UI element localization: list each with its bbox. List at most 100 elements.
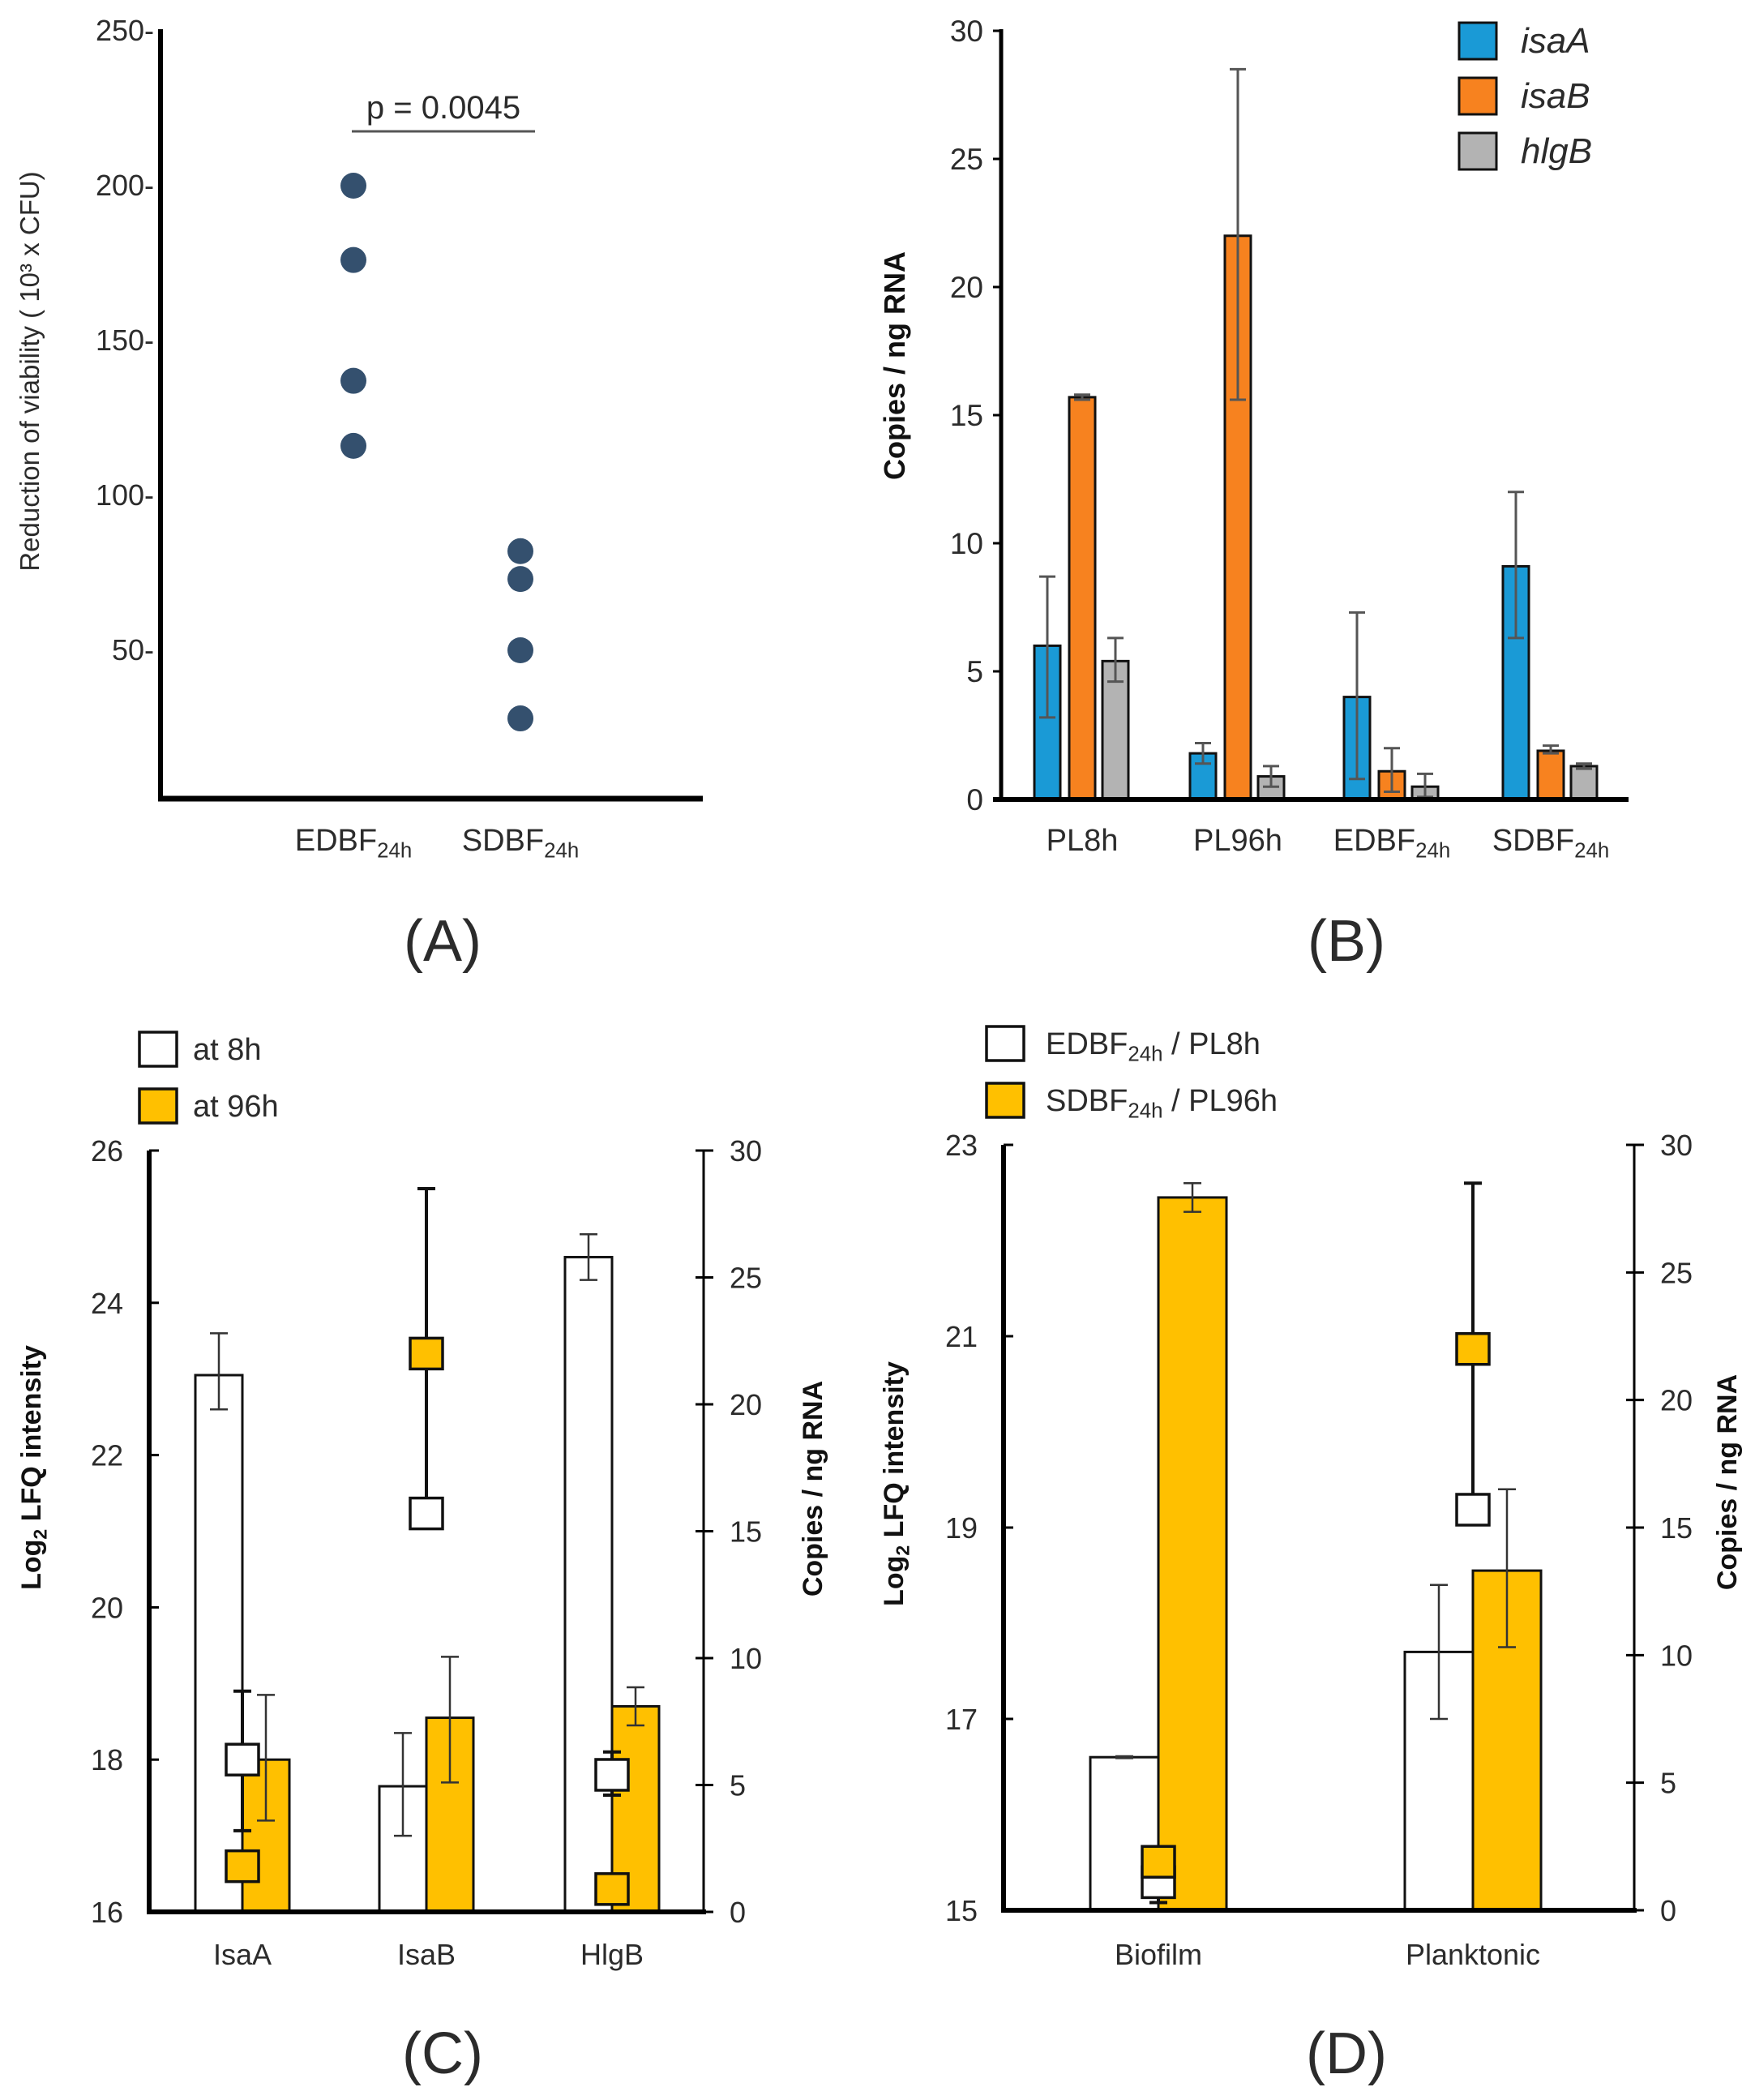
- legend-label: at 96h: [193, 1090, 279, 1124]
- label-part: Planktonic: [1406, 1938, 1540, 1971]
- right-y-tick-label: 30: [730, 1134, 762, 1168]
- bar-hlgB: [1569, 765, 1599, 801]
- label-part: 250-: [96, 14, 154, 47]
- panel-c-protein-transcript-chart: 16 18 20 22 24 26 0 5 10 15 20 25 30 IsaA IsaB HlgB Log2…: [16, 1031, 828, 2086]
- right-y-tick-label: 20: [1660, 1384, 1693, 1417]
- label-part: 26: [91, 1134, 123, 1168]
- label-part: 25: [1660, 1256, 1693, 1289]
- right-y-tick-label: 25: [730, 1262, 762, 1295]
- legend-label-isaA: isaA: [1521, 21, 1590, 61]
- data-point: [507, 538, 533, 564]
- label-part: PL96h: [1193, 824, 1282, 858]
- x-tick-label: SDBF24h: [1492, 824, 1609, 862]
- x-tick-label: Biofilm: [1115, 1938, 1202, 1971]
- marker-first-series: [225, 1742, 260, 1776]
- label-part: 5: [730, 1769, 746, 1802]
- legend-swatch: [138, 1031, 178, 1068]
- label-part: hlgB: [1521, 131, 1592, 171]
- legend-swatch-isaA: [1458, 21, 1498, 61]
- label-part: 17: [945, 1703, 978, 1736]
- label-part: 0: [1660, 1894, 1676, 1927]
- label-part: 20: [91, 1591, 123, 1624]
- legend-label-hlgB: hlgB: [1521, 131, 1592, 171]
- label-part: 10: [730, 1642, 762, 1675]
- label-part: 24: [91, 1287, 123, 1320]
- x-tick-label: HlgB: [580, 1938, 644, 1971]
- label-part: 0: [730, 1896, 746, 1929]
- label-part: IsaB: [397, 1938, 456, 1971]
- label-part: HlgB: [580, 1938, 644, 1971]
- legend-label: at 8h: [193, 1033, 262, 1067]
- label-part: 21: [945, 1320, 978, 1353]
- label-part: 19: [945, 1511, 978, 1545]
- label-part: (D): [1306, 2021, 1387, 2086]
- label-part: (A): [404, 909, 482, 974]
- label-part: at 96h: [193, 1090, 279, 1124]
- marker-second-series: [594, 1872, 630, 1906]
- label-part: at 8h: [193, 1033, 262, 1067]
- label-part: 10: [950, 527, 983, 560]
- legend-swatch: [138, 1087, 178, 1125]
- marker-second-series: [1455, 1331, 1491, 1366]
- left-y-tick-label: 21: [945, 1320, 978, 1353]
- y-tick-label: 200-: [96, 169, 154, 202]
- label-part: 18: [91, 1743, 123, 1776]
- left-y-tick-label: 18: [91, 1743, 123, 1776]
- label-part: 100-: [96, 478, 154, 512]
- label-part: 20: [950, 271, 983, 304]
- y-tick-label: 25: [950, 143, 983, 176]
- label-part: LFQ intensity: [16, 1345, 47, 1529]
- legend-label: SDBF24h / PL96h: [1046, 1084, 1278, 1122]
- label-part: 50-: [112, 633, 154, 666]
- right-y-tick-label: 10: [1660, 1639, 1693, 1672]
- right-y-tick-label: 0: [730, 1896, 746, 1929]
- label-part: 200-: [96, 169, 154, 202]
- left-y-tick-label: 24: [91, 1287, 123, 1320]
- data-point: [507, 705, 533, 732]
- label-part: EDBF: [295, 824, 377, 858]
- y-tick-label: 10: [950, 527, 983, 560]
- bar-first-series: [563, 1255, 614, 1914]
- legend-swatch: [985, 1025, 1025, 1062]
- label-part: 15: [945, 1894, 978, 1927]
- marker-second-series: [1141, 1845, 1176, 1879]
- marker-first-series: [409, 1496, 444, 1531]
- right-y-tick-label: 5: [730, 1769, 746, 1802]
- x-tick-label: IsaB: [397, 1938, 456, 1971]
- x-tick-label: EDBF24h: [1333, 824, 1450, 862]
- right-y-axis-label: Copies / ng RNA: [1712, 1374, 1743, 1590]
- label-part: IsaA: [213, 1938, 272, 1971]
- left-y-axis-label: Log2 LFQ intensity: [16, 1345, 50, 1590]
- label-part: Reduction of viability ( 10³ x CFU): [15, 171, 45, 571]
- right-y-tick-label: 20: [730, 1388, 762, 1421]
- right-y-tick-label: 10: [730, 1642, 762, 1675]
- label-part: 5: [1660, 1767, 1676, 1800]
- label-part: Copies / ng RNA: [878, 251, 911, 480]
- left-y-axis-label: Log2 LFQ intensity: [879, 1361, 913, 1606]
- label-part: Log: [16, 1540, 47, 1590]
- subscript: 2: [892, 1545, 913, 1556]
- label-part: PL8h: [1047, 824, 1119, 858]
- y-tick-label: 100-: [96, 478, 154, 512]
- data-point: [507, 566, 533, 593]
- label-part: (C): [402, 2021, 483, 2086]
- panel-d-biofilm-planktonic-chart: 15 17 19 21 23 0 5 10 15 20 25 30 Biofilm Planktonic L…: [879, 1025, 1743, 2086]
- x-tick-label: Planktonic: [1406, 1938, 1540, 1971]
- label-part: Biofilm: [1115, 1938, 1202, 1971]
- label-part: 15: [730, 1515, 762, 1549]
- y-tick-label: 20: [950, 271, 983, 304]
- left-y-tick-label: 16: [91, 1896, 123, 1929]
- label-part: 15: [1660, 1511, 1693, 1545]
- label-part: EDBF: [1046, 1027, 1128, 1061]
- x-tick-label: PL96h: [1193, 824, 1282, 858]
- label-part: 25: [950, 143, 983, 176]
- y-tick-label: 30: [950, 15, 983, 48]
- panel-label: (D): [1306, 2021, 1387, 2086]
- y-tick-label: 15: [950, 399, 983, 432]
- left-y-tick-label: 26: [91, 1134, 123, 1168]
- data-point: [507, 637, 533, 663]
- subscript: 24h: [1415, 839, 1450, 862]
